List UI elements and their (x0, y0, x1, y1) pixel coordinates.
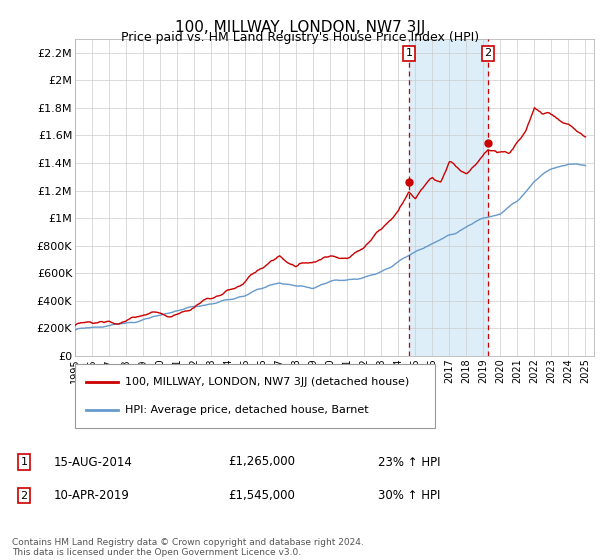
Text: £1,265,000: £1,265,000 (228, 455, 295, 469)
Text: Contains HM Land Registry data © Crown copyright and database right 2024.
This d: Contains HM Land Registry data © Crown c… (12, 538, 364, 557)
Text: £1,545,000: £1,545,000 (228, 489, 295, 502)
Text: 100, MILLWAY, LONDON, NW7 3JJ: 100, MILLWAY, LONDON, NW7 3JJ (175, 20, 425, 35)
Text: 1: 1 (20, 457, 28, 467)
Text: 2: 2 (484, 48, 491, 58)
Bar (409, 39, 488, 356)
Text: 100, MILLWAY, LONDON, NW7 3JJ (detached house): 100, MILLWAY, LONDON, NW7 3JJ (detached … (125, 377, 410, 387)
Text: 1: 1 (406, 48, 412, 58)
Text: 30% ↑ HPI: 30% ↑ HPI (378, 489, 440, 502)
Text: 2: 2 (20, 491, 28, 501)
Text: Price paid vs. HM Land Registry's House Price Index (HPI): Price paid vs. HM Land Registry's House … (121, 31, 479, 44)
Text: 23% ↑ HPI: 23% ↑ HPI (378, 455, 440, 469)
Text: HPI: Average price, detached house, Barnet: HPI: Average price, detached house, Barn… (125, 405, 369, 416)
Text: 10-APR-2019: 10-APR-2019 (54, 489, 130, 502)
Text: 15-AUG-2014: 15-AUG-2014 (54, 455, 133, 469)
